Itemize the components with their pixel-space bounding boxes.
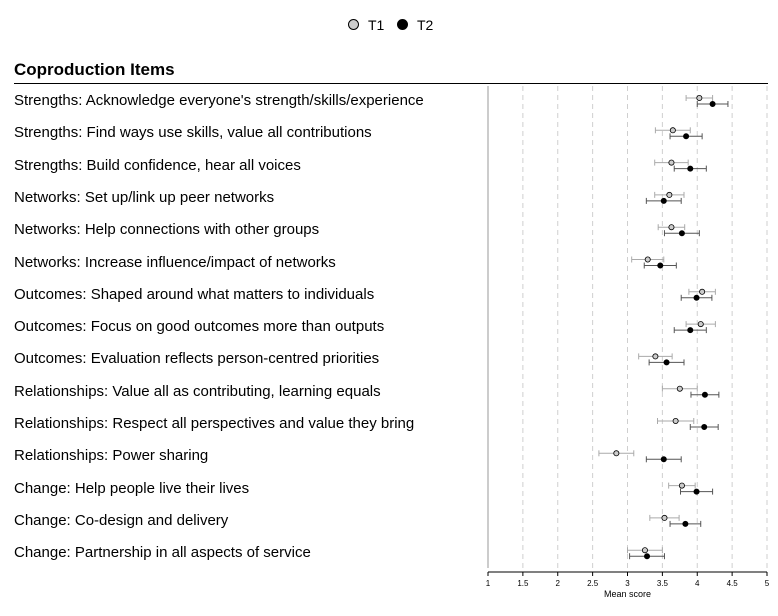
row-label: Change: Help people live their lives — [14, 479, 250, 497]
row-label: Outcomes: Shaped around what matters to … — [14, 285, 375, 303]
point-t2 — [644, 553, 651, 560]
point-t1 — [668, 159, 675, 166]
point-t1 — [669, 127, 676, 134]
point-t2 — [663, 359, 670, 366]
point-t2 — [701, 423, 708, 430]
row-label: Change: Partnership in all aspects of se… — [14, 544, 311, 562]
row-label: Outcomes: Focus on good outcomes more th… — [14, 318, 385, 336]
point-t1 — [652, 353, 659, 360]
row-label: Strengths: Acknowledge everyone's streng… — [14, 92, 424, 109]
legend-label-t2: T2 — [417, 17, 434, 33]
point-t1 — [699, 288, 706, 295]
point-t2 — [701, 391, 708, 398]
point-t2 — [678, 230, 685, 237]
point-t2 — [657, 262, 664, 269]
row-label: Relationships: Respect all perspectives … — [14, 415, 415, 432]
point-t1 — [613, 450, 620, 457]
point-t1 — [678, 482, 685, 489]
x-tick-label: 3 — [625, 579, 630, 588]
x-tick-label: 2 — [556, 579, 561, 588]
point-t1 — [696, 95, 703, 102]
legend-swatch-t1 — [348, 19, 359, 30]
row-label: Relationships: Value all as contributing… — [14, 382, 381, 400]
legend-swatch-t2 — [397, 19, 408, 30]
point-t2 — [687, 165, 694, 172]
point-t2 — [709, 101, 716, 108]
row-label: Change: Co-design and delivery — [14, 511, 229, 529]
x-axis-label: Mean score — [604, 589, 651, 599]
x-tick-label: 1 — [486, 579, 491, 588]
row-label: Networks: Increase influence/impact of n… — [14, 253, 336, 271]
row-label: Outcomes: Evaluation reflects person-cen… — [14, 350, 380, 368]
legend-label-t1: T1 — [368, 17, 385, 33]
point-t1 — [644, 256, 651, 263]
point-t1 — [697, 321, 704, 328]
point-t1 — [666, 191, 673, 198]
point-t1 — [676, 385, 683, 392]
x-tick-label: 4.5 — [727, 579, 739, 588]
section-title: Coproduction Items — [14, 60, 175, 79]
row-label: Networks: Set up/link up peer networks — [14, 188, 275, 206]
point-t2 — [693, 488, 700, 495]
row-label: Strengths: Build confidence, hear all vo… — [14, 156, 301, 174]
point-t2 — [693, 294, 700, 301]
row-label: Strengths: Find ways use skills, value a… — [14, 124, 372, 142]
header-divider — [14, 83, 768, 84]
point-t2 — [687, 327, 694, 334]
row-label: Relationships: Power sharing — [14, 447, 209, 465]
point-t2 — [683, 133, 690, 140]
point-t2 — [660, 197, 667, 204]
point-t1 — [641, 547, 648, 554]
point-t1 — [672, 417, 679, 424]
row-labels: Strengths: Acknowledge everyone's streng… — [14, 0, 484, 616]
chart-legend: T1 T2 — [0, 16, 778, 34]
x-tick-label: 5 — [765, 579, 770, 588]
point-t1 — [661, 514, 668, 521]
x-tick-label: 3.5 — [657, 579, 669, 588]
point-t1 — [668, 224, 675, 231]
point-t2 — [660, 456, 667, 463]
x-tick-label: 4 — [695, 579, 700, 588]
x-tick-label: 1.5 — [517, 579, 529, 588]
x-tick-label: 2.5 — [587, 579, 599, 588]
row-label: Networks: Help connections with other gr… — [14, 221, 320, 239]
point-t2 — [682, 520, 689, 527]
